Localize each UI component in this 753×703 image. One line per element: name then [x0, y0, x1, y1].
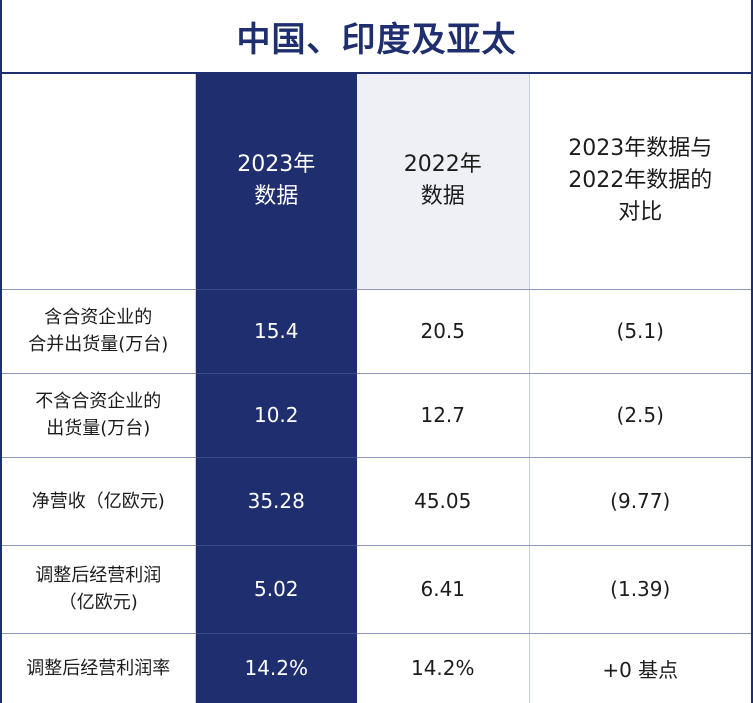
row-label-line: 出货量(万台): [46, 418, 151, 439]
header-2023: 2023年 数据: [195, 74, 357, 290]
table-row: 含合资企业的 合并出货量(万台) 15.4 20.5 (5.1): [2, 289, 751, 374]
cell-2023: 14.2%: [195, 633, 357, 703]
cell-compare: (5.1): [529, 289, 751, 374]
header-compare-line: 2022年数据的: [568, 168, 713, 194]
cell-2022: 6.41: [357, 545, 530, 634]
header-2022: 2022年 数据: [357, 74, 530, 290]
cell-2023: 10.2: [195, 373, 357, 458]
cell-2022: 45.05: [357, 457, 530, 546]
header-2022-line: 2022年: [403, 152, 482, 178]
row-label-line: 含合资企业的: [44, 307, 153, 328]
header-compare-line: 对比: [618, 200, 663, 226]
cell-2022: 14.2%: [357, 633, 530, 703]
cell-2023: 5.02: [195, 545, 357, 634]
page-title: 中国、印度及亚太: [236, 19, 517, 60]
table-row: 净营收（亿欧元) 35.28 45.05 (9.77): [2, 457, 751, 546]
cell-compare: (1.39): [529, 545, 751, 634]
header-label-cell: [2, 74, 196, 290]
data-table: 2023年 数据 2022年 数据 2023年数据与 2022年数据的 对比 含…: [2, 74, 751, 703]
row-label: 不含合资企业的 出货量(万台): [2, 373, 196, 458]
cell-2022: 20.5: [357, 289, 530, 374]
header-compare: 2023年数据与 2022年数据的 对比: [529, 74, 751, 290]
header-2023-line: 数据: [254, 184, 299, 210]
row-label-line: 净营收（亿欧元): [31, 490, 165, 512]
row-label: 净营收（亿欧元): [2, 457, 196, 546]
header-2023-line: 2023年: [237, 152, 316, 178]
cell-2023: 15.4: [195, 289, 357, 374]
cell-2023: 35.28: [195, 457, 357, 546]
row-label-line: 合并出货量(万台): [28, 334, 169, 355]
row-label-line: 调整后经营利润率: [26, 657, 171, 679]
title-bar: 中国、印度及亚太: [2, 0, 751, 74]
cell-compare: (2.5): [529, 373, 751, 458]
header-2022-line: 数据: [420, 184, 465, 210]
cell-compare: (9.77): [529, 457, 751, 546]
row-label: 调整后经营利润率: [2, 633, 196, 703]
table-row: 调整后经营利润率 14.2% 14.2% +0 基点: [2, 633, 751, 703]
row-label-line: 调整后经营利润: [35, 565, 162, 586]
row-label: 含合资企业的 合并出货量(万台): [2, 289, 196, 374]
table-header-row: 2023年 数据 2022年 数据 2023年数据与 2022年数据的 对比: [2, 74, 751, 290]
row-label-line: （亿欧元): [58, 592, 138, 613]
table-row: 调整后经营利润 （亿欧元) 5.02 6.41 (1.39): [2, 545, 751, 634]
header-compare-line: 2023年数据与: [568, 136, 713, 162]
row-label: 调整后经营利润 （亿欧元): [2, 545, 196, 634]
cell-compare: +0 基点: [529, 633, 751, 703]
row-label-line: 不含合资企业的: [35, 391, 162, 412]
cell-2022: 12.7: [357, 373, 530, 458]
table-row: 不含合资企业的 出货量(万台) 10.2 12.7 (2.5): [2, 373, 751, 458]
